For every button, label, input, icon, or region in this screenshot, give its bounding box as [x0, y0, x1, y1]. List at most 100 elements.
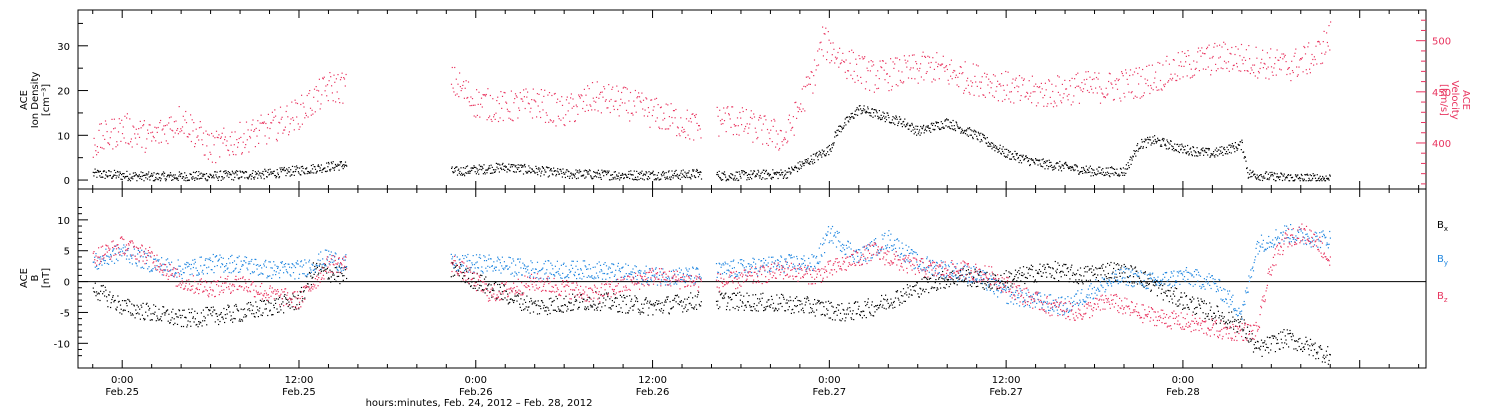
Bx-point [841, 318, 844, 320]
velocity-point [1315, 45, 1317, 47]
velocity-point [1035, 83, 1037, 85]
density-point [202, 175, 205, 177]
density-point [109, 175, 111, 177]
Bx-point [1193, 308, 1196, 310]
Bx-point [541, 300, 543, 302]
Bx-point [1175, 303, 1177, 305]
Bx-point [180, 317, 182, 319]
density-point [986, 137, 988, 139]
density-point [291, 174, 293, 176]
density-point [600, 178, 602, 180]
density-point [623, 177, 625, 180]
velocity-point [298, 128, 300, 130]
velocity-point [615, 100, 617, 102]
density-point [537, 168, 539, 170]
velocity-point [1160, 88, 1162, 90]
density-point [1293, 180, 1295, 182]
density-point [1066, 164, 1068, 166]
velocity-point [776, 143, 778, 145]
Bx-point [1232, 316, 1234, 318]
density-point [169, 172, 172, 174]
Bx-point [759, 298, 761, 300]
density-point [200, 172, 202, 174]
Bx-point [792, 308, 794, 310]
Bx-point [629, 307, 631, 309]
velocity-point [1278, 59, 1280, 61]
Bx-point [1257, 341, 1259, 343]
density-point [93, 172, 96, 174]
density-point [246, 176, 248, 179]
density-point [456, 174, 459, 176]
Bx-point [492, 288, 494, 290]
Bx-point [761, 304, 763, 306]
density-point [487, 169, 489, 171]
Bx-point [820, 302, 822, 304]
density-point [516, 167, 518, 169]
Bx-point [1050, 276, 1052, 278]
Bx-point [937, 288, 939, 290]
velocity-point [1229, 52, 1231, 54]
Bx-point [480, 285, 482, 287]
density-point [1098, 166, 1100, 168]
Bx-point [1204, 317, 1206, 320]
Bx-point [1084, 271, 1086, 273]
Bx-point [924, 276, 926, 279]
density-point [1108, 175, 1110, 177]
density-point [837, 134, 839, 136]
Bx-point [1255, 347, 1257, 349]
density-point [834, 131, 836, 133]
density-point [855, 109, 858, 111]
density-point [326, 162, 328, 164]
Bx-point [1191, 296, 1194, 298]
Bx-point [119, 304, 122, 306]
Bx-point [869, 311, 871, 313]
Bx-point [659, 302, 661, 305]
velocity-point [1002, 84, 1004, 87]
velocity-point [582, 100, 585, 103]
Bx-point [812, 310, 814, 312]
density-point [613, 178, 615, 180]
velocity-point [343, 77, 345, 79]
velocity-point [516, 96, 518, 98]
velocity-point [584, 110, 586, 112]
Bx-point [1235, 325, 1237, 327]
velocity-point [281, 116, 283, 118]
Bx-point [1165, 290, 1167, 292]
velocity-point [258, 129, 260, 131]
density-point [478, 173, 480, 175]
density-point [132, 172, 134, 174]
velocity-point [890, 89, 893, 91]
density-point [1136, 144, 1138, 147]
density-point [1112, 172, 1114, 175]
velocity-point [1325, 51, 1327, 53]
density-point [1142, 147, 1144, 149]
density-point [667, 171, 670, 173]
density-point [607, 172, 609, 174]
Bx-point [734, 308, 736, 310]
Bx-point [1248, 330, 1251, 332]
density-point [765, 171, 767, 173]
density-point [597, 169, 599, 171]
Bx-point [329, 269, 331, 271]
Bx-point [228, 305, 230, 307]
Bx-point [635, 300, 637, 302]
density-point [1228, 151, 1231, 153]
density-point [1322, 175, 1324, 178]
velocity-point [1259, 67, 1261, 70]
density-point [233, 173, 235, 175]
density-point [961, 130, 964, 132]
velocity-point [114, 127, 116, 129]
density-point [584, 177, 586, 179]
velocity-point [625, 87, 627, 89]
velocity-point [629, 120, 631, 122]
velocity-point [98, 129, 100, 131]
Bx-point [1036, 281, 1038, 283]
Bx-point [493, 282, 495, 285]
density-point [1058, 165, 1060, 167]
density-point [1281, 173, 1283, 175]
density-point [821, 149, 823, 151]
Bx-point [283, 312, 285, 314]
Bx-point [643, 312, 645, 314]
Bx-point [1013, 278, 1015, 280]
density-point [723, 173, 725, 175]
